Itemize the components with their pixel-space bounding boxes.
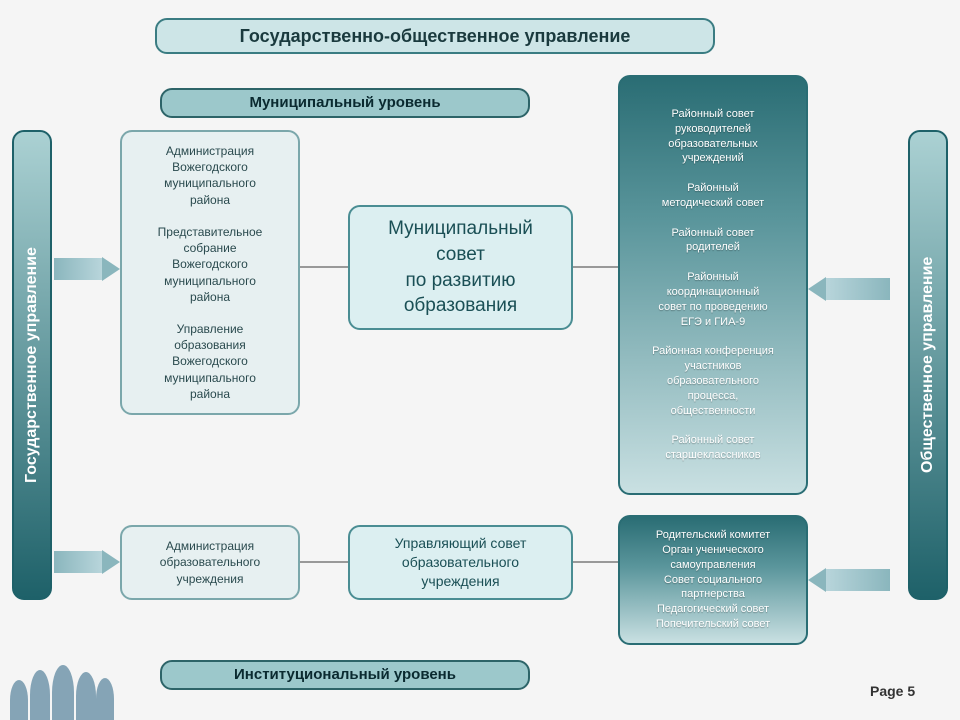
arrow-left-lower [54, 551, 102, 573]
center-bottom-box: Управляющий совет образовательного учреж… [348, 525, 573, 600]
footer-silhouettes [0, 640, 120, 720]
district-admin-box: Администрация Вожегодского муниципальног… [120, 130, 300, 415]
conn-left-center-lower [300, 561, 348, 563]
page-label: Page 5 [870, 683, 915, 699]
level-institutional: Институциональный уровень [160, 660, 530, 690]
arrow-left-lower-head [102, 550, 120, 574]
arrow-right-upper-head [808, 277, 826, 301]
councils-box: Районный совет руководителей образовател… [618, 75, 808, 495]
arrow-left-upper [54, 258, 102, 280]
center-main-box: Муниципальный совет по развитию образова… [348, 205, 573, 330]
governance-diagram: Государственно-общественное управление М… [0, 0, 960, 720]
left-bar: Государственное управление [12, 130, 52, 600]
institution-admin-box: Администрация образовательного учреждени… [120, 525, 300, 600]
conn-center-right-lower [573, 561, 618, 563]
arrow-right-lower [826, 569, 890, 591]
arrow-left-upper-head [102, 257, 120, 281]
arrow-right-lower-head [808, 568, 826, 592]
arrow-right-upper [826, 278, 890, 300]
committees-box: Родительский комитет Орган ученического … [618, 515, 808, 645]
level-municipal: Муниципальный уровень [160, 88, 530, 118]
title-top: Государственно-общественное управление [155, 18, 715, 54]
conn-center-right-upper [573, 266, 618, 268]
conn-left-center-upper [300, 266, 348, 268]
right-bar: Общественное управление [908, 130, 948, 600]
